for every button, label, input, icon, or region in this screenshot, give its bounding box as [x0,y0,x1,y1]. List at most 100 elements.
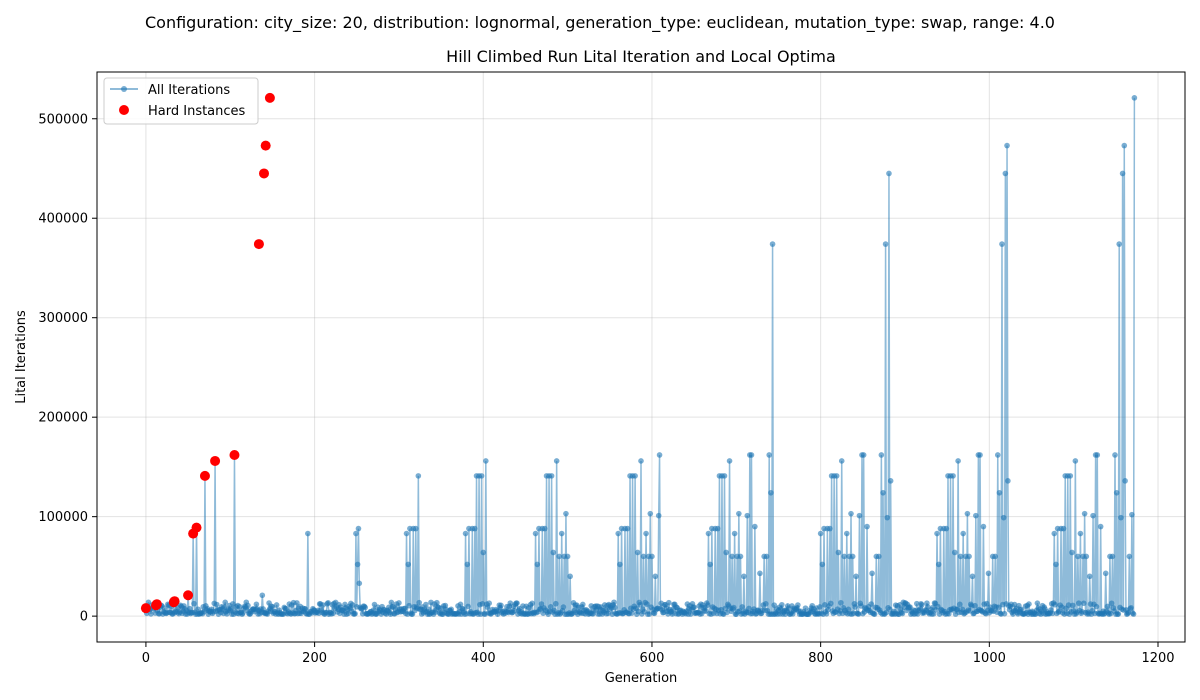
data-point [396,600,402,606]
data-point [354,561,361,568]
data-point [768,489,774,496]
data-point [964,510,971,517]
data-point [721,473,728,479]
data-point [542,525,548,532]
data-point [876,553,882,560]
legend-marker-all-iterations [121,86,127,92]
hard-instance-point [199,470,210,481]
data-point [480,549,487,556]
y-tick-label: 0 [80,610,88,625]
data-point [884,514,891,521]
data-point [855,611,862,617]
data-point [1121,142,1128,149]
data-point [415,473,422,479]
data-point [899,610,906,617]
data-point [240,610,246,616]
data-point [691,604,697,611]
data-point [564,553,571,560]
data-point [731,530,738,537]
data-point [869,570,875,577]
data-point [704,602,711,608]
data-point [269,604,276,610]
data-point [558,530,565,537]
data-point [887,478,894,484]
data-point [919,602,925,608]
data-point [1119,170,1126,177]
data-point [1094,452,1101,458]
data-point [652,573,659,580]
data-point [730,604,737,611]
hard-instance-point [253,239,264,250]
data-point [817,530,824,537]
data-point [483,458,489,464]
data-point [819,561,826,568]
data-point [746,605,752,612]
data-point [827,600,834,607]
data-point [637,601,643,608]
y-axis-label: Lital Iterations [14,310,29,404]
x-tick-label: 1200 [1141,651,1174,666]
data-point [1000,514,1007,521]
data-point [402,605,408,612]
data-point [729,553,735,560]
legend-marker-hard-instances [119,105,129,115]
data-point [1067,473,1074,479]
data-point [478,473,485,479]
data-point [736,510,742,517]
data-point [817,604,823,610]
data-point [882,241,889,247]
data-point [1080,600,1087,607]
data-point [221,604,228,610]
data-point [935,561,942,568]
data-point [405,561,412,568]
data-point [356,580,363,587]
y-tick-label: 500000 [38,112,88,127]
legend-label-hard-instances: Hard Instances [148,104,246,119]
data-point [858,603,864,609]
data-point [802,605,809,611]
data-point [955,458,961,464]
data-point [462,530,469,537]
data-point [553,600,559,607]
data-point [624,525,631,532]
data-point [995,604,1002,611]
data-point [763,553,770,560]
plot-frame [96,71,1186,643]
hard-instance-point [183,590,194,601]
data-point [403,530,410,537]
data-point [1128,604,1134,611]
data-point [992,553,999,560]
data-point [529,600,535,607]
data-point [1109,553,1116,560]
data-point [640,553,647,560]
series-all-iterations [143,95,1138,618]
data-point [294,600,300,606]
data-point [687,611,694,617]
x-tick-label: 0 [142,651,150,666]
data-point [1049,610,1056,617]
data-point [943,525,950,532]
data-point [638,458,644,464]
data-point [305,530,311,537]
data-point [886,170,892,177]
data-point [934,530,940,537]
data-point [1070,602,1076,609]
data-point [646,611,653,617]
data-point [560,604,567,610]
data-point [320,602,326,608]
data-point [996,489,1003,496]
data-point [871,611,878,617]
hard-instance-point [260,140,271,151]
legend-label-all-iterations: All Iterations [148,83,230,98]
data-point [1083,553,1090,560]
data-point [1130,611,1137,617]
data-point [779,601,785,608]
data-point [647,510,654,517]
data-point [498,602,504,609]
data-point [957,553,964,560]
data-point [748,452,755,458]
data-point [632,473,638,479]
data-point [563,510,569,517]
data-point [835,549,842,556]
data-point [567,573,573,580]
